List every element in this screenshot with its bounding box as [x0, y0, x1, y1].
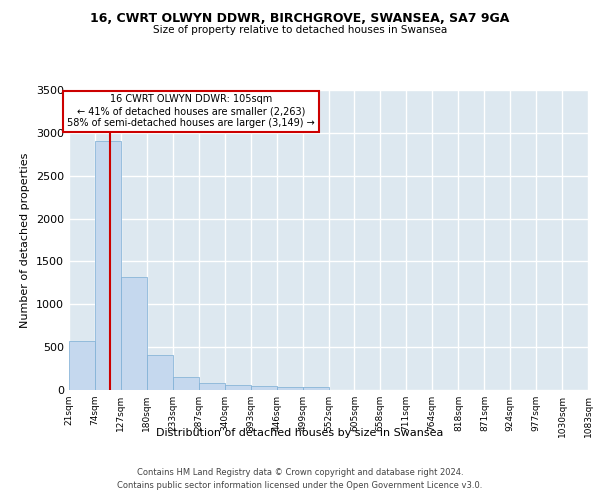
Bar [95, 142, 121, 390]
Bar [147, 355, 173, 390]
Bar [121, 277, 147, 390]
Text: Distribution of detached houses by size in Swansea: Distribution of detached houses by size … [157, 428, 443, 438]
Text: Contains HM Land Registry data © Crown copyright and database right 2024.: Contains HM Land Registry data © Crown c… [137, 468, 463, 477]
Bar [251, 386, 277, 390]
Bar [225, 385, 251, 390]
Y-axis label: Number of detached properties: Number of detached properties [20, 152, 31, 328]
Text: 16 CWRT OLWYN DDWR: 105sqm
← 41% of detached houses are smaller (2,263)
58% of s: 16 CWRT OLWYN DDWR: 105sqm ← 41% of deta… [67, 94, 315, 128]
Text: Size of property relative to detached houses in Swansea: Size of property relative to detached ho… [153, 25, 447, 35]
Text: Contains public sector information licensed under the Open Government Licence v3: Contains public sector information licen… [118, 480, 482, 490]
Text: 16, CWRT OLWYN DDWR, BIRCHGROVE, SWANSEA, SA7 9GA: 16, CWRT OLWYN DDWR, BIRCHGROVE, SWANSEA… [91, 12, 509, 26]
Bar [277, 386, 302, 390]
Bar [302, 388, 329, 390]
Bar [173, 376, 199, 390]
Bar [69, 341, 95, 390]
Bar [199, 383, 225, 390]
